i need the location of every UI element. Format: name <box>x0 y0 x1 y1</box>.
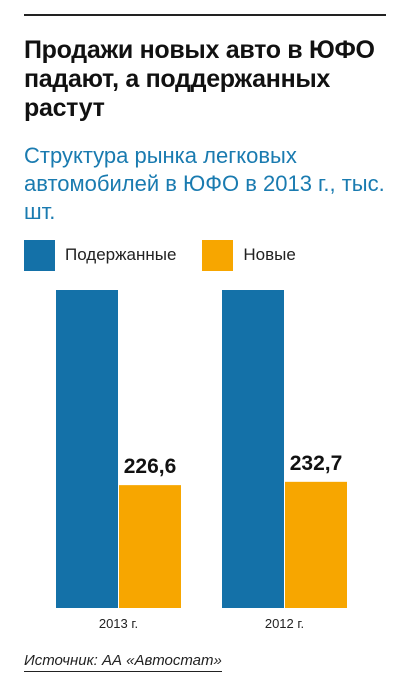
bar-value-label-new-0: 226,6 <box>124 455 177 478</box>
category-label-0: 2013 г. <box>99 616 138 631</box>
legend-label-new: Новые <box>243 245 296 264</box>
category-label-1: 2012 г. <box>265 616 304 631</box>
chart-legend: Подержанные Новые <box>24 239 322 271</box>
bar-used-0 <box>56 290 118 608</box>
legend-item-used: Подержанные <box>24 239 177 271</box>
legend-swatch-used <box>24 239 55 271</box>
bar-used-1 <box>222 290 284 608</box>
bar-value-label-new-1: 232,7 <box>290 452 343 475</box>
chart-subtitle: Структура рынка легковых автомобилей в Ю… <box>24 143 385 224</box>
source-note: Источник: АА «Автостат» <box>24 652 222 672</box>
legend-label-used: Подержанные <box>65 245 177 264</box>
top-rule <box>24 14 386 16</box>
chart-title: Продажи новых авто в ЮФО падают, а подде… <box>24 36 375 122</box>
bar-new-1 <box>285 481 347 608</box>
bar-new-0 <box>119 485 181 608</box>
legend-swatch-new <box>202 239 234 271</box>
legend-item-new: Новые <box>202 239 296 271</box>
